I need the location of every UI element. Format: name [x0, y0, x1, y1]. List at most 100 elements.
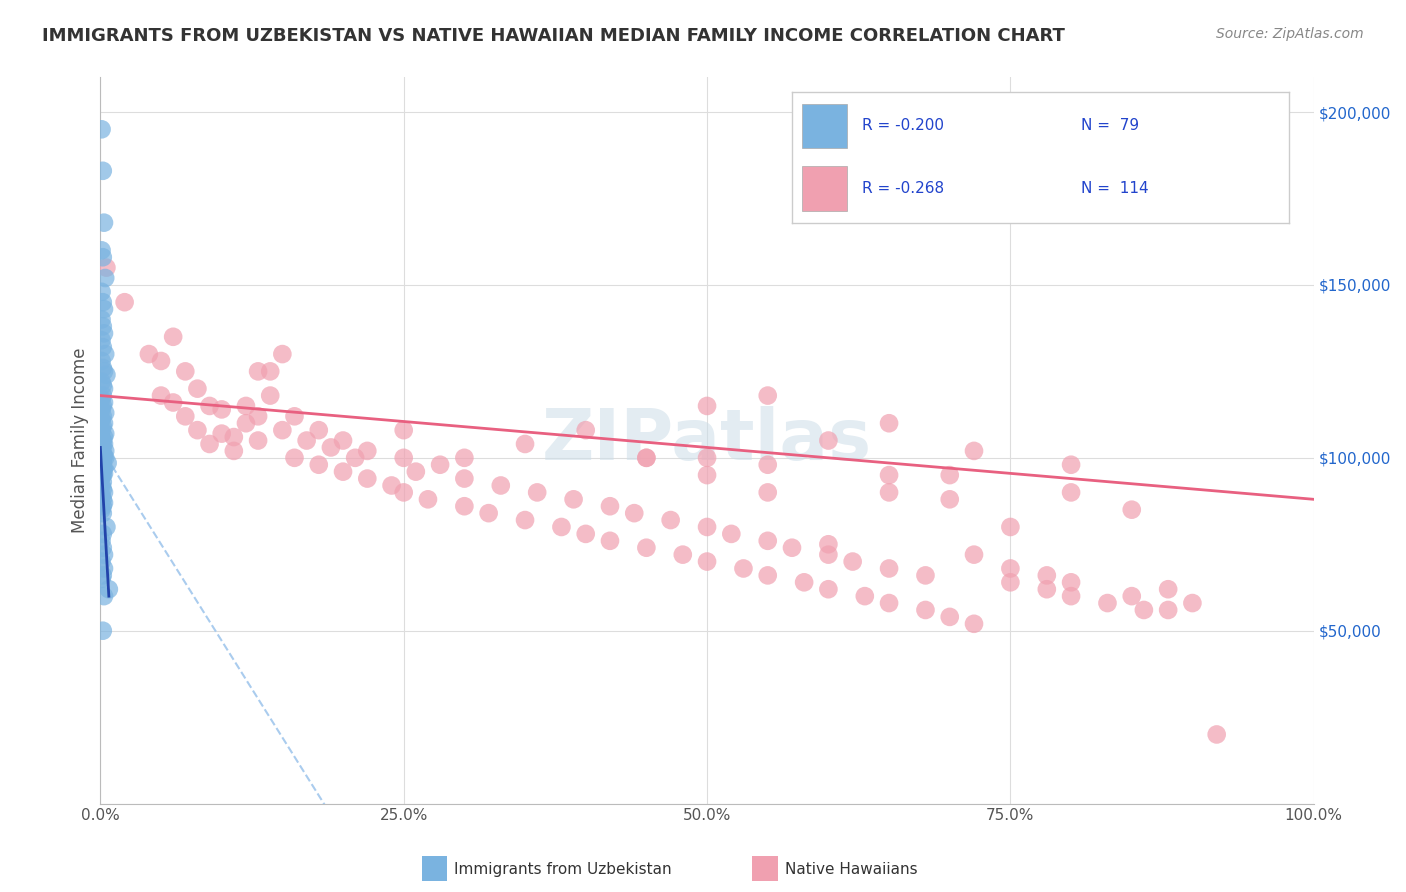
Point: [91, 163, 114, 178]
Point: [93, 430, 115, 444]
Point: [636, 450, 658, 465]
Point: [91, 568, 114, 582]
Point: [1060, 458, 1083, 472]
Point: [877, 596, 900, 610]
Point: [90, 489, 112, 503]
Point: [295, 434, 318, 448]
Point: [91, 295, 114, 310]
Point: [91, 458, 114, 472]
Point: [91, 419, 114, 434]
Point: [938, 468, 960, 483]
Point: [356, 443, 378, 458]
Y-axis label: Median Family Income: Median Family Income: [72, 348, 89, 533]
Point: [1060, 485, 1083, 500]
Point: [91, 624, 114, 638]
Point: [720, 527, 742, 541]
Point: [356, 472, 378, 486]
Point: [1000, 520, 1022, 534]
Point: [91, 468, 114, 483]
Point: [235, 399, 257, 413]
Point: [392, 450, 415, 465]
Point: [756, 458, 779, 472]
Point: [91, 482, 114, 496]
Point: [198, 437, 221, 451]
Point: [90, 459, 112, 474]
Point: [94, 271, 117, 285]
Point: [405, 465, 427, 479]
Point: [247, 364, 270, 378]
Point: [90, 432, 112, 446]
Point: [91, 492, 114, 507]
Point: [222, 430, 245, 444]
Text: ZIPatlas: ZIPatlas: [541, 406, 872, 475]
Point: [914, 568, 936, 582]
Point: [1097, 596, 1119, 610]
Point: [636, 541, 658, 555]
Point: [575, 527, 598, 541]
Point: [623, 506, 645, 520]
Point: [90, 435, 112, 450]
Point: [96, 520, 118, 534]
Point: [162, 395, 184, 409]
Point: [259, 388, 281, 402]
Point: [696, 399, 718, 413]
Point: [93, 382, 115, 396]
Point: [853, 589, 876, 603]
Point: [94, 443, 117, 458]
Point: [271, 347, 294, 361]
Point: [91, 399, 114, 413]
Point: [90, 244, 112, 258]
Point: [94, 426, 117, 441]
Point: [93, 485, 115, 500]
Point: [91, 452, 114, 467]
Point: [174, 364, 197, 378]
Point: [672, 548, 695, 562]
Point: [90, 478, 112, 492]
Point: [90, 502, 112, 516]
Point: [453, 500, 475, 514]
Point: [211, 402, 233, 417]
Point: [91, 445, 114, 459]
Point: [235, 416, 257, 430]
Point: [91, 250, 114, 264]
Point: [877, 485, 900, 500]
Point: [97, 582, 120, 597]
Point: [90, 392, 112, 406]
Point: [793, 575, 815, 590]
Point: [90, 122, 112, 136]
Point: [392, 423, 415, 437]
Point: [90, 402, 112, 417]
Point: [636, 450, 658, 465]
Point: [271, 423, 294, 437]
Point: [94, 347, 117, 361]
Point: [198, 399, 221, 413]
Point: [756, 485, 779, 500]
Point: [93, 416, 115, 430]
Point: [93, 216, 115, 230]
Point: [914, 603, 936, 617]
Text: Native Hawaiians: Native Hawaiians: [785, 863, 917, 877]
Point: [1121, 589, 1143, 603]
Point: [93, 364, 115, 378]
Point: [91, 340, 114, 354]
Point: [90, 465, 112, 479]
Point: [963, 443, 986, 458]
Point: [319, 441, 342, 455]
Point: [93, 561, 115, 575]
Point: [1000, 575, 1022, 590]
Point: [392, 485, 415, 500]
Point: [90, 423, 112, 437]
Point: [90, 413, 112, 427]
Point: [283, 409, 305, 424]
Point: [150, 354, 173, 368]
Point: [453, 472, 475, 486]
Point: [90, 285, 112, 299]
Point: [344, 450, 367, 465]
Point: [93, 548, 115, 562]
Point: [659, 513, 682, 527]
Point: [91, 527, 114, 541]
Point: [93, 467, 115, 481]
Point: [96, 260, 118, 275]
Point: [599, 533, 621, 548]
Point: [222, 443, 245, 458]
